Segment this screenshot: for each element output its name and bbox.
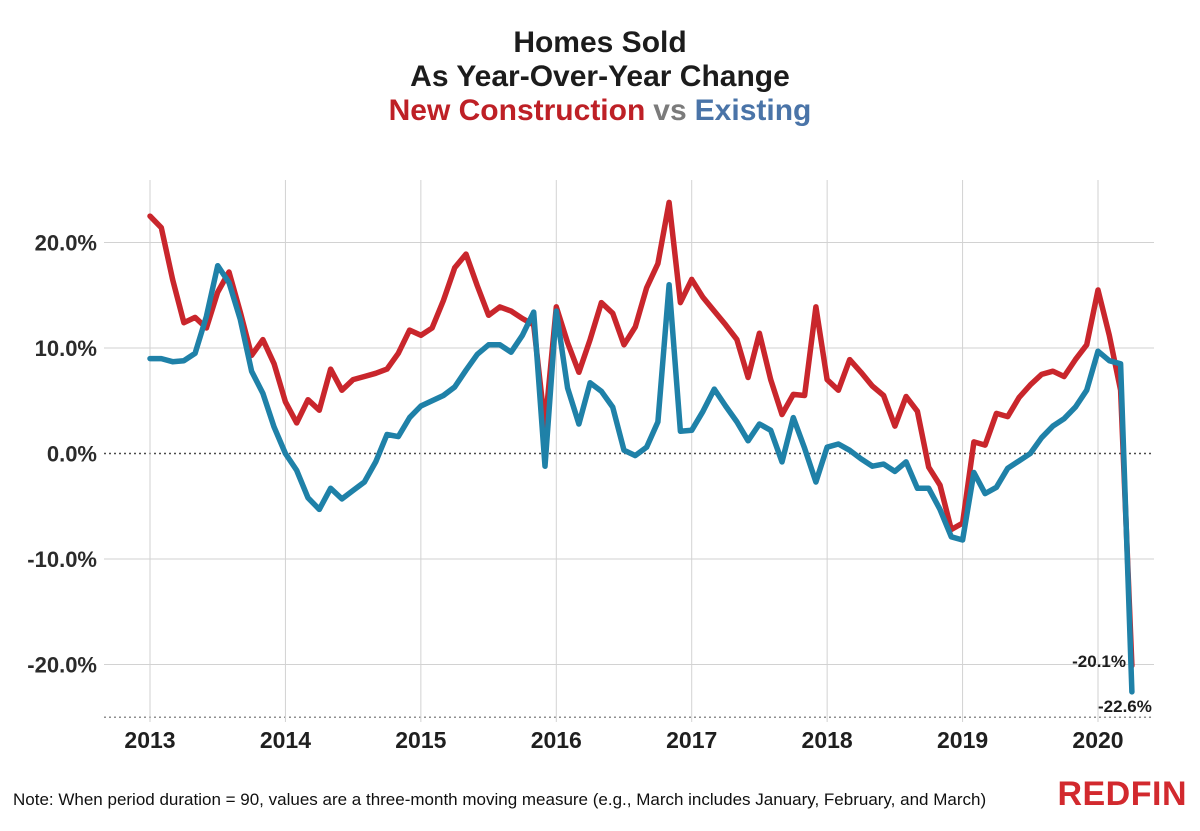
series-existing — [147, 262, 1135, 695]
x-tick-label: 2015 — [395, 727, 446, 753]
title-line-3: New Construction vs Existing — [0, 94, 1200, 128]
legend-new-construction: New Construction — [388, 94, 646, 127]
annotation-new-construction-end: -20.1% — [1072, 652, 1126, 671]
y-tick-label: 20.0% — [35, 231, 97, 256]
y-tick-label: 0.0% — [47, 442, 97, 467]
x-tick-label: 2020 — [1072, 727, 1123, 753]
x-tick-label: 2013 — [124, 727, 175, 753]
legend-existing: Existing — [694, 94, 812, 127]
legend-vs: vs — [653, 94, 687, 127]
chart-title-block: Homes Sold As Year-Over-Year Change New … — [0, 26, 1200, 128]
line-chart: 20.0% 10.0% 0.0% -10.0% -20.0% 2013 2014 2015 20… — [27, 180, 1154, 753]
x-tick-label: 2018 — [802, 727, 853, 753]
x-tick-label: 2017 — [666, 727, 717, 753]
redfin-logo: REDFIN — [1057, 775, 1187, 813]
series-new-construction — [147, 199, 1135, 669]
title-line-2: As Year-Over-Year Change — [410, 60, 790, 93]
footnote: Note: When period duration = 90, values … — [13, 790, 987, 809]
title-line-1: Homes Sold — [513, 26, 687, 59]
x-tick-label: 2016 — [531, 727, 582, 753]
x-tick-label: 2014 — [260, 727, 311, 753]
y-tick-label: 10.0% — [35, 336, 97, 361]
y-tick-label: -20.0% — [27, 653, 97, 678]
x-tick-label: 2019 — [937, 727, 988, 753]
y-tick-label: -10.0% — [27, 547, 97, 572]
annotation-existing-end: -22.6% — [1098, 697, 1152, 716]
